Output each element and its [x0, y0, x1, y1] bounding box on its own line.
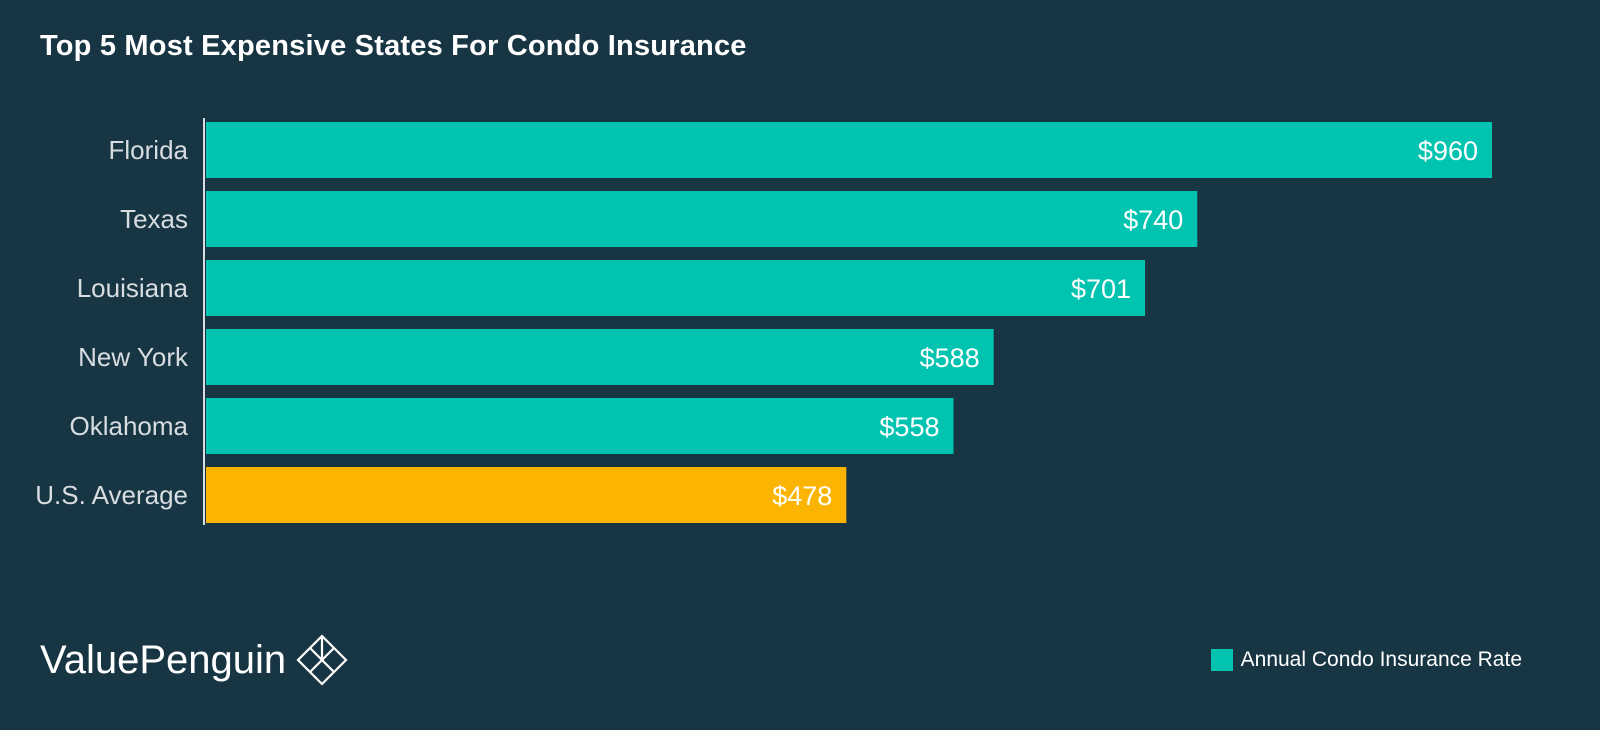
chart-title: Top 5 Most Expensive States For Condo In… [40, 30, 747, 62]
diamond-penguin-icon [296, 634, 348, 686]
category-label: Oklahoma [70, 411, 189, 441]
legend-label: Annual Condo Insurance Rate [1240, 648, 1522, 671]
bar-new-york [206, 329, 994, 385]
bar-louisiana [206, 260, 1146, 316]
value-label: $558 [879, 412, 939, 442]
brand-name: ValuePenguin [40, 637, 287, 682]
legend-swatch [1210, 649, 1233, 671]
value-label: $588 [920, 343, 980, 373]
bar-texas [206, 191, 1198, 247]
category-label: Louisiana [77, 273, 189, 303]
value-label: $478 [772, 481, 832, 511]
bar-u-s-average [206, 467, 847, 523]
bar-oklahoma [206, 398, 954, 454]
category-label: Texas [120, 204, 188, 234]
bar-florida [206, 122, 1492, 178]
chart-legend: Annual Condo Insurance Rate [1210, 648, 1522, 672]
value-label: $740 [1123, 205, 1183, 235]
category-label: U.S. Average [35, 480, 188, 510]
brand-logo: ValuePenguin [40, 634, 348, 686]
value-label: $960 [1418, 136, 1478, 166]
category-label: Florida [109, 135, 189, 165]
value-label: $701 [1071, 274, 1131, 304]
category-label: New York [78, 342, 189, 372]
